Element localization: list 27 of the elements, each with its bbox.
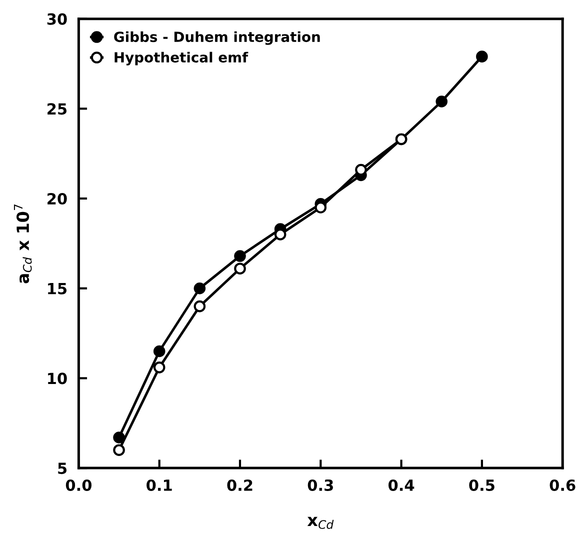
y-tick-label: 15 — [48, 283, 67, 294]
y-tick-label: 10 — [48, 372, 67, 384]
legend-label: Gibbs - Duhem integration — [114, 31, 320, 45]
legend-label: Hypothetical emf — [114, 52, 248, 66]
point — [476, 50, 488, 62]
x-tick-label: 0.3 — [308, 479, 333, 491]
x-tick-label: 0.4 — [388, 479, 414, 491]
y-axis-title: a$_{Cd}$ x 10$^{7}$ — [14, 204, 32, 284]
point — [194, 282, 206, 294]
x-tick-label: 0.6 — [550, 479, 576, 491]
x-tick-label: 0.5 — [469, 479, 494, 491]
y-tick-label: 20 — [48, 192, 67, 205]
x-tick-label: 0.0 — [66, 479, 92, 491]
point — [153, 362, 166, 374]
point — [113, 432, 125, 444]
x-axis-title: x$_{Cd}$ — [307, 516, 334, 529]
point — [113, 444, 125, 456]
y-tick-label: 30 — [47, 13, 67, 25]
point — [234, 250, 246, 262]
point — [436, 96, 448, 108]
point — [153, 345, 166, 358]
point — [234, 262, 246, 275]
y-tick-label: 5 — [58, 462, 67, 474]
point — [194, 300, 206, 312]
x-tick-label: 0.1 — [146, 479, 172, 491]
y-tick-label: 25 — [48, 103, 67, 115]
x-tick-label: 0.2 — [227, 479, 252, 491]
